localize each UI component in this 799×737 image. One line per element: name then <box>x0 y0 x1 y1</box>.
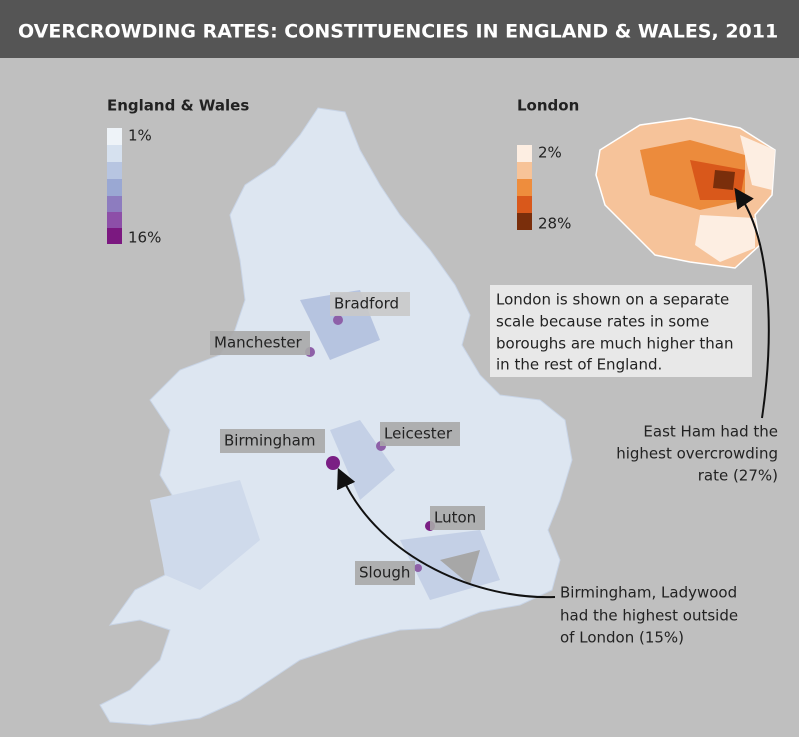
legend-title: England & Wales <box>107 97 249 115</box>
city-label: Slough <box>359 564 410 582</box>
hotspot <box>333 315 343 325</box>
note-line: scale because rates in some <box>496 313 709 331</box>
annotation-line: highest overcrowding <box>616 445 778 463</box>
hotspot <box>414 564 422 572</box>
city-labels: Bradford Manchester Birmingham Leicester… <box>210 292 485 585</box>
legend-max-label: 28% <box>538 215 571 233</box>
header-bar <box>0 0 799 58</box>
note-line: London is shown on a separate <box>496 291 729 309</box>
city-label: Leicester <box>384 425 453 443</box>
london-borough <box>713 170 735 190</box>
hotspot <box>326 456 340 470</box>
annotation-line: Birmingham, Ladywood <box>560 584 737 602</box>
annotation-line: had the highest outside <box>560 607 738 625</box>
city-label: Luton <box>434 509 476 527</box>
region-shade <box>330 420 395 500</box>
city-label: Bradford <box>334 295 399 313</box>
annotation-line: of London (15%) <box>560 629 684 647</box>
legend-min-label: 2% <box>538 144 562 162</box>
annotation-line: rate (27%) <box>698 467 778 485</box>
london-gap <box>440 550 480 585</box>
city-label: Birmingham <box>224 432 315 450</box>
london-borough <box>695 215 755 262</box>
note-line: boroughs are much higher than <box>496 335 733 353</box>
legend-swatches <box>517 145 532 230</box>
annotation-line: East Ham had the <box>643 423 778 441</box>
city-label: Manchester <box>214 334 303 352</box>
region-shade <box>150 480 260 590</box>
arrow <box>337 467 556 599</box>
legend-max-label: 16% <box>128 229 161 247</box>
title: OVERCROWDING RATES: CONSTITUENCIES IN EN… <box>18 21 778 43</box>
note-line: in the rest of England. <box>496 356 662 374</box>
legend-min-label: 1% <box>128 127 152 145</box>
london-borough <box>740 135 775 190</box>
arrow <box>734 187 770 419</box>
legend-swatches <box>107 128 122 244</box>
legend-title: London <box>517 97 579 115</box>
note-box <box>490 285 752 377</box>
